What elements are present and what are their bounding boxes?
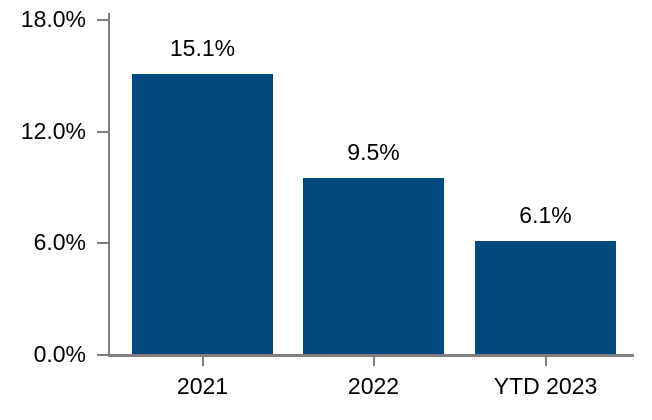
y-tick-18 (97, 19, 110, 21)
x-axis-label-ytd-2023: YTD 2023 (493, 373, 598, 399)
x-tick-2022 (372, 355, 375, 366)
bar-ytd-2023 (475, 241, 616, 355)
y-tick-label-6: 6.0% (33, 229, 86, 255)
bar-2021 (132, 74, 273, 355)
y-tick-6 (97, 242, 110, 244)
y-tick-label-18: 18.0% (20, 6, 86, 32)
bar-value-label-ytd-2023: 6.1% (519, 202, 572, 228)
x-axis-line (108, 354, 634, 357)
y-tick-label-12: 12.0% (20, 118, 86, 144)
x-axis-label-2022: 2022 (347, 373, 400, 399)
y-tick-label-0: 0.0% (33, 341, 86, 367)
y-axis-line (108, 13, 110, 355)
y-tick-0 (97, 354, 110, 356)
x-tick-ytd-2023 (544, 355, 547, 366)
x-axis-label-2021: 2021 (176, 373, 229, 399)
x-tick-2021 (201, 355, 204, 366)
bar-value-label-2022: 9.5% (347, 139, 400, 165)
y-tick-12 (97, 131, 110, 133)
bar-value-label-2021: 15.1% (169, 35, 236, 61)
bar-2022 (303, 178, 444, 355)
